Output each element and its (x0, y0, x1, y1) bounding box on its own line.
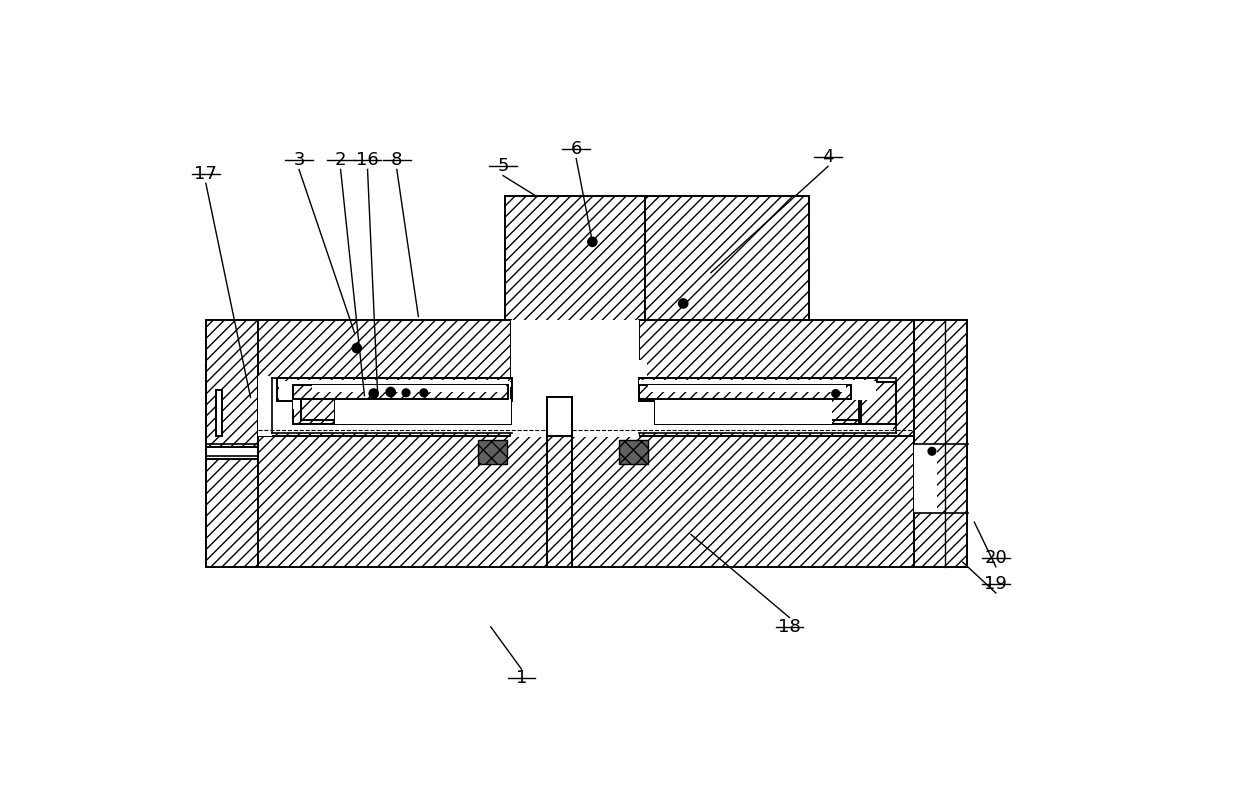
Bar (645, 196, 808, 361)
Text: 20: 20 (985, 549, 1007, 566)
Text: 18: 18 (779, 618, 801, 636)
Bar (293, 380, 508, 399)
Bar (511, 320, 640, 438)
Bar (278, 378, 512, 401)
Bar (335, 382, 511, 394)
Bar (258, 376, 272, 436)
Bar (547, 397, 573, 436)
Bar (666, 361, 786, 399)
Bar (645, 361, 666, 399)
Bar (655, 399, 832, 425)
Text: 17: 17 (195, 165, 217, 183)
Bar (640, 378, 894, 433)
Bar (686, 394, 859, 424)
Bar (786, 361, 808, 399)
Bar (335, 394, 511, 424)
Bar (641, 381, 875, 400)
Circle shape (352, 344, 361, 353)
Bar (258, 436, 914, 567)
Bar (640, 320, 914, 436)
Bar (293, 385, 508, 399)
Bar (206, 320, 258, 567)
Circle shape (928, 447, 936, 455)
Text: 16: 16 (356, 151, 379, 169)
Circle shape (420, 389, 428, 396)
Bar (655, 382, 686, 425)
Bar (655, 388, 825, 399)
Bar (293, 397, 335, 409)
Bar (825, 388, 859, 421)
Bar (640, 385, 851, 399)
Bar (272, 378, 511, 433)
Text: 1: 1 (516, 669, 527, 688)
Text: 3: 3 (294, 151, 305, 169)
Bar (861, 382, 895, 425)
Text: 5: 5 (497, 158, 508, 176)
Bar (640, 380, 870, 399)
Circle shape (370, 389, 378, 398)
Bar (686, 382, 861, 394)
Bar (640, 378, 877, 401)
Bar (366, 388, 511, 399)
Circle shape (832, 390, 839, 397)
Bar (640, 361, 647, 399)
Bar (258, 320, 511, 436)
Text: 8: 8 (391, 151, 403, 169)
Bar (300, 388, 335, 396)
Bar (206, 447, 258, 459)
Bar (312, 385, 506, 392)
Bar (216, 390, 222, 436)
Circle shape (678, 299, 688, 308)
Bar (619, 440, 647, 464)
Circle shape (386, 388, 396, 396)
Circle shape (402, 389, 410, 396)
Bar (505, 196, 647, 397)
Bar (914, 443, 937, 513)
Bar (477, 440, 507, 464)
Bar (547, 397, 573, 567)
Bar (914, 320, 967, 567)
Bar (335, 388, 366, 399)
Bar (647, 385, 846, 392)
Text: 6: 6 (570, 141, 582, 159)
Text: 4: 4 (822, 148, 833, 166)
Circle shape (486, 449, 495, 458)
Bar (335, 399, 511, 425)
Text: 2: 2 (335, 151, 346, 169)
Text: 19: 19 (985, 574, 1007, 593)
Bar (300, 388, 335, 421)
Bar (335, 382, 511, 394)
Bar (686, 382, 861, 394)
Bar (279, 381, 510, 400)
Bar (293, 382, 335, 425)
Circle shape (588, 237, 596, 247)
